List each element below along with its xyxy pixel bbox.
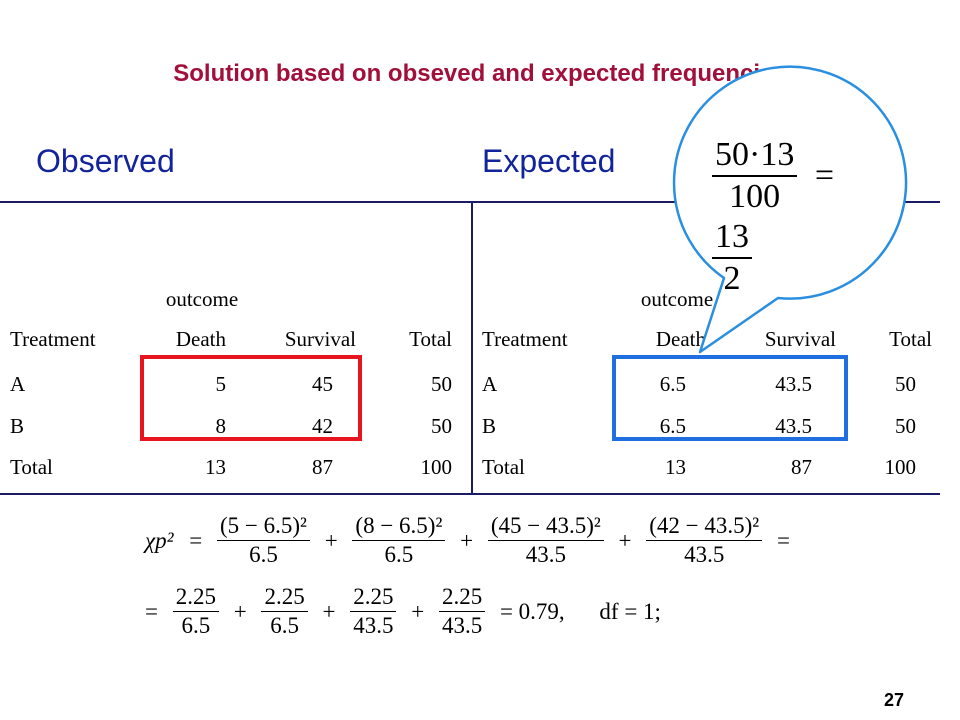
- fraction: (45 − 43.5)² 43.5: [487, 512, 604, 569]
- numerator: 2.25: [261, 583, 308, 612]
- expected-a-survival: 43.5: [775, 372, 812, 396]
- observed-b-death: 8: [215, 414, 227, 438]
- callout-equation: 50·13 100 = 13 2: [708, 135, 888, 299]
- observed-header: Observed: [36, 143, 175, 179]
- equals-sign: =: [145, 598, 158, 624]
- observed-highlight-box: [140, 355, 362, 441]
- denominator: 6.5: [270, 613, 299, 638]
- numerator: 2.25: [172, 583, 219, 612]
- numerator: 50·13: [712, 135, 798, 177]
- equals-sign: =: [814, 157, 835, 194]
- expected-col-survival: Survival: [764, 327, 836, 351]
- plus-sign: +: [322, 598, 336, 624]
- observed-a-survival: 45: [312, 372, 333, 396]
- observed-a-death: 5: [215, 372, 227, 396]
- expected-total-death: 13: [665, 455, 686, 479]
- numerator: (42 − 43.5)²: [646, 512, 763, 541]
- fraction: 2.25 6.5: [261, 583, 308, 640]
- observed-b-survival: 42: [312, 414, 333, 438]
- expected-a-death: 6.5: [659, 372, 686, 396]
- fraction: 2.25 6.5: [172, 583, 219, 640]
- slide-title: Solution based on obseved and expected f…: [173, 60, 787, 87]
- fraction: (5 − 6.5)² 6.5: [217, 512, 310, 569]
- expected-header: Expected: [482, 143, 616, 179]
- expected-a-total: 50: [895, 372, 916, 396]
- denominator: 43.5: [525, 542, 566, 567]
- fraction: (8 − 6.5)² 6.5: [352, 512, 446, 569]
- formula-result: = 0.79,: [499, 598, 565, 624]
- numerator: (45 − 43.5)²: [487, 512, 604, 541]
- callout-fraction-right: 13 2: [712, 217, 752, 299]
- denominator: 2: [723, 260, 741, 297]
- table-top-rule: [0, 201, 940, 203]
- observed-col-treatment: Treatment: [10, 327, 96, 351]
- plus-sign: +: [233, 598, 247, 624]
- expected-col-total: Total: [889, 327, 932, 351]
- observed-total-total: 100: [420, 455, 453, 479]
- denominator: 6.5: [249, 542, 278, 567]
- callout-shape: [672, 65, 908, 354]
- fraction: (42 − 43.5)² 43.5: [646, 512, 763, 569]
- observed-row-total-label: Total: [10, 455, 53, 479]
- observed-a-total: 50: [431, 372, 452, 396]
- observed-b-total: 50: [431, 414, 452, 438]
- denominator: 43.5: [441, 613, 483, 638]
- equals-sign: =: [189, 527, 203, 553]
- table-divider: [471, 201, 473, 495]
- observed-outcome-label: outcome: [165, 287, 239, 311]
- numerator: 13: [712, 217, 752, 259]
- expected-total-survival: 87: [791, 455, 812, 479]
- observed-row-a-label: A: [10, 372, 26, 396]
- expected-b-survival: 43.5: [775, 414, 812, 438]
- plus-sign: +: [324, 527, 338, 553]
- observed-col-death: Death: [175, 327, 226, 351]
- expected-row-a-label: A: [482, 372, 498, 396]
- observed-total-death: 13: [205, 455, 226, 479]
- plus-sign: +: [411, 598, 425, 624]
- numerator: 2.25: [438, 583, 486, 612]
- expected-highlight-box: [612, 355, 848, 441]
- numerator: (8 − 6.5)²: [352, 512, 446, 541]
- denominator: 6.5: [181, 613, 211, 638]
- equals-sign: =: [776, 527, 790, 553]
- observed-col-total: Total: [409, 327, 452, 351]
- expected-row-total-label: Total: [482, 455, 525, 479]
- chi-square-formula-line2: = 2.25 6.5 + 2.25 6.5 + 2.25 43.5 + 2.25 43.…: [140, 583, 666, 640]
- observed-total-survival: 87: [312, 455, 333, 479]
- callout-fraction-left: 50·13 100: [712, 135, 798, 217]
- denominator: 43.5: [353, 613, 394, 638]
- numerator: (5 − 6.5)²: [217, 512, 310, 541]
- chi-square-symbol: χp²: [145, 527, 174, 553]
- chi-square-formula-line1: χp² = (5 − 6.5)² 6.5 + (8 − 6.5)² 6.5 + (4…: [140, 512, 795, 569]
- expected-b-total: 50: [895, 414, 916, 438]
- expected-row-b-label: B: [482, 414, 497, 438]
- expected-col-death: Death: [655, 327, 706, 351]
- degrees-of-freedom: df = 1;: [599, 598, 661, 624]
- expected-total-total: 100: [884, 455, 917, 479]
- expected-b-death: 6.5: [659, 414, 686, 438]
- table-bottom-rule: [0, 493, 940, 495]
- numerator: 2.25: [350, 583, 397, 612]
- expected-col-treatment: Treatment: [482, 327, 568, 351]
- denominator: 6.5: [384, 542, 414, 567]
- fraction: 2.25 43.5: [438, 583, 486, 640]
- denominator: 43.5: [684, 542, 725, 567]
- observed-col-survival: Survival: [284, 327, 356, 351]
- expected-outcome-label: outcome: [640, 287, 714, 311]
- denominator: 100: [729, 178, 781, 215]
- observed-row-b-label: B: [10, 414, 25, 438]
- page-number: 27: [883, 690, 904, 710]
- plus-sign: +: [618, 527, 632, 553]
- plus-sign: +: [460, 527, 474, 553]
- fraction: 2.25 43.5: [350, 583, 397, 640]
